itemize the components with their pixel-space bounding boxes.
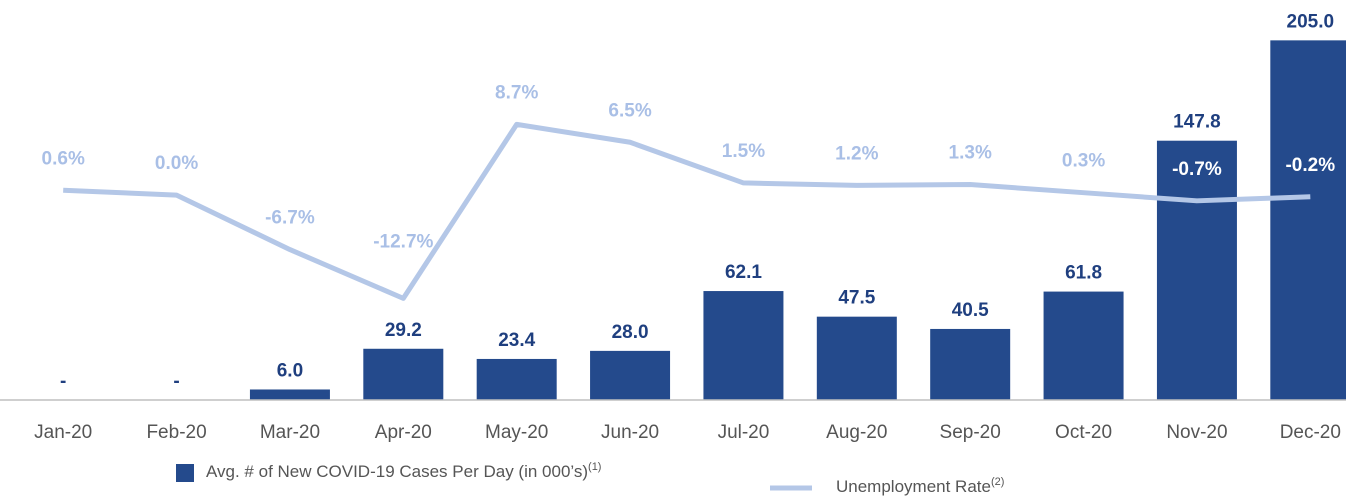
legend-name: Unemployment Rate xyxy=(836,477,991,496)
bar xyxy=(363,348,444,400)
x-tick-label: Jun-20 xyxy=(601,422,659,443)
bar-value-label: 6.0 xyxy=(277,360,303,381)
bar-value-label: 40.5 xyxy=(952,300,989,321)
x-tick-label: Sep-20 xyxy=(940,422,1001,443)
legend-label: Unemployment Rate(2) xyxy=(836,476,1004,497)
bar-value-label: 62.1 xyxy=(725,262,762,283)
x-tick-label: Jul-20 xyxy=(718,422,770,443)
x-tick-label: Jan-20 xyxy=(34,422,92,443)
legend-note: (2) xyxy=(991,476,1004,488)
line-value-label: 1.3% xyxy=(949,143,992,164)
bar xyxy=(1270,40,1346,400)
bar-value-label: 147.8 xyxy=(1173,112,1221,133)
line-value-label: 0.6% xyxy=(42,148,85,169)
x-tick-label: Apr-20 xyxy=(375,422,432,443)
x-tick-label: Oct-20 xyxy=(1055,422,1112,443)
x-tick-label: Nov-20 xyxy=(1166,422,1227,443)
bar xyxy=(930,328,1011,400)
bar-value-label: 205.0 xyxy=(1287,11,1335,32)
line-value-label: 0.3% xyxy=(1062,151,1105,172)
line-value-label: 1.2% xyxy=(835,143,878,164)
line-value-label: -6.7% xyxy=(265,208,315,229)
line-value-label: 1.5% xyxy=(722,141,765,162)
x-tick-label: Dec-20 xyxy=(1280,422,1341,443)
bar xyxy=(1043,291,1124,400)
line-value-label: 8.7% xyxy=(495,82,538,103)
legend-label: Avg. # of New COVID-19 Cases Per Day (in… xyxy=(206,461,601,482)
bar xyxy=(816,316,897,400)
bar-value-label: 29.2 xyxy=(385,320,422,341)
line-value-label: -12.7% xyxy=(373,231,433,252)
bar-value-label: - xyxy=(60,371,66,392)
bar xyxy=(476,358,557,400)
x-tick-label: Mar-20 xyxy=(260,422,320,443)
legend-name: Avg. # of New COVID-19 Cases Per Day (in… xyxy=(206,462,588,481)
bar xyxy=(703,291,784,400)
bar-value-label: 47.5 xyxy=(838,288,875,309)
line xyxy=(63,121,1311,301)
line-value-label: -0.2% xyxy=(1285,155,1335,176)
x-tick-label: Aug-20 xyxy=(826,422,887,443)
line-value-label: 0.0% xyxy=(155,153,198,174)
bar-value-label: - xyxy=(173,371,179,392)
bar xyxy=(590,350,671,400)
bar xyxy=(1156,140,1237,400)
bar-value-label: 61.8 xyxy=(1065,263,1102,284)
legend-swatch xyxy=(176,464,194,482)
x-tick-label: Feb-20 xyxy=(146,422,206,443)
bar xyxy=(249,389,330,400)
line-value-label: 6.5% xyxy=(608,100,651,121)
line-value-label: -0.7% xyxy=(1172,159,1222,180)
bar-value-label: 28.0 xyxy=(612,322,649,343)
legend-note: (1) xyxy=(588,461,601,473)
x-tick-label: May-20 xyxy=(485,422,548,443)
bar-value-label: 23.4 xyxy=(498,330,535,351)
